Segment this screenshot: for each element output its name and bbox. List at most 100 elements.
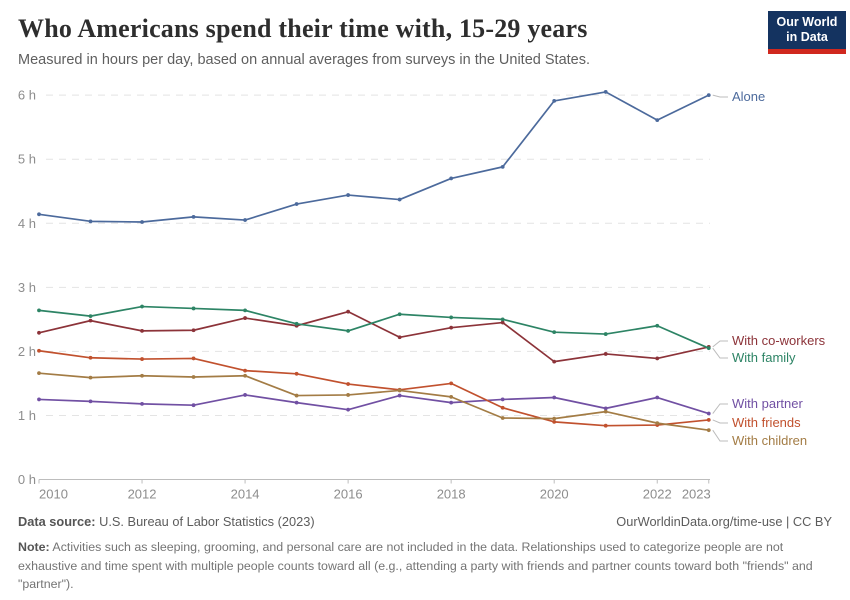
y-tick-label: 5 h — [18, 152, 36, 167]
data-point-alone — [449, 176, 454, 181]
x-tick-label: 2023 — [682, 487, 711, 502]
label-connector — [712, 403, 728, 414]
data-point-alone — [88, 219, 93, 224]
data-point-with-co-workers — [243, 316, 247, 320]
x-tick-label: 2020 — [540, 487, 569, 502]
series-line-with-co-workers — [38, 310, 709, 363]
x-tick-label: 2018 — [437, 487, 466, 502]
data-point-alone — [37, 212, 41, 217]
data-point-alone — [397, 197, 402, 202]
chart-footer: Data source: U.S. Bureau of Labor Statis… — [18, 514, 832, 594]
label-connector — [712, 340, 728, 348]
data-point-with-family — [500, 317, 505, 322]
data-point-with-co-workers — [191, 328, 196, 333]
data-point-with-family — [140, 304, 144, 309]
data-point-with-children — [88, 375, 93, 380]
data-point-with-partner — [37, 397, 41, 402]
x-tick-label: 2022 — [643, 487, 672, 502]
data-point-with-children — [294, 393, 299, 398]
data-point-with-partner — [449, 400, 454, 405]
series-line-with-partner — [38, 394, 710, 415]
series-line-with-children — [38, 372, 709, 432]
data-source: Data source: U.S. Bureau of Labor Statis… — [18, 514, 315, 529]
data-point-alone — [243, 218, 247, 222]
data-point-with-family — [655, 323, 660, 328]
data-point-with-co-workers — [603, 352, 608, 356]
series-line-alone — [38, 91, 710, 223]
data-point-with-family — [346, 328, 351, 333]
data-point-with-friends — [37, 348, 41, 353]
data-point-with-family — [191, 306, 196, 311]
data-point-with-co-workers — [140, 328, 144, 333]
data-point-with-partner — [397, 393, 402, 398]
x-tick-label: 2014 — [231, 487, 260, 502]
data-point-with-family — [37, 308, 41, 313]
data-point-with-friends — [449, 381, 454, 386]
data-point-with-family — [397, 312, 402, 317]
data-point-with-family — [243, 308, 247, 313]
data-point-with-partner — [655, 395, 660, 400]
y-tick-label: 1 h — [18, 408, 36, 423]
data-point-alone — [191, 214, 196, 219]
data-point-with-friends — [552, 419, 557, 424]
data-point-with-friends — [243, 368, 247, 373]
data-point-with-family — [706, 346, 711, 351]
label-connector — [712, 419, 728, 424]
data-point-with-co-workers — [346, 309, 351, 314]
y-tick-label: 4 h — [18, 216, 36, 231]
data-point-with-partner — [140, 402, 144, 406]
series-label-with-co-workers[interactable]: With co-workers — [732, 333, 826, 348]
data-point-with-co-workers — [500, 320, 505, 325]
series-line-with-family — [38, 305, 710, 349]
chart-note: Note: Activities such as sleeping, groom… — [18, 540, 813, 592]
data-point-with-partner — [552, 395, 557, 400]
data-point-with-co-workers — [655, 356, 660, 361]
data-point-with-partner — [294, 400, 299, 405]
series-label-with-partner[interactable]: With partner — [732, 396, 803, 411]
data-point-with-partner — [603, 406, 608, 411]
label-connector — [712, 429, 728, 442]
data-point-with-children — [655, 421, 660, 426]
data-point-with-children — [706, 428, 711, 433]
data-point-alone — [140, 220, 144, 224]
data-point-with-co-workers — [552, 359, 557, 364]
line-chart-canvas: 0 h 1 h 2 h 3 h 4 h 5 h 6 h 2010 2012 2014 2016 201… — [18, 88, 728, 502]
series-label-with-friends[interactable]: With friends — [732, 415, 801, 430]
data-point-with-co-workers — [88, 318, 93, 323]
data-point-with-partner — [191, 403, 196, 408]
x-tick-label: 2016 — [334, 487, 363, 502]
series-label-with-family[interactable]: With family — [732, 350, 796, 365]
data-point-with-partner — [346, 407, 351, 412]
data-point-with-family — [552, 330, 557, 335]
data-point-with-family — [603, 332, 608, 336]
data-point-with-children — [191, 375, 196, 379]
series-label-with-children[interactable]: With children — [732, 433, 808, 448]
data-point-with-co-workers — [449, 325, 454, 330]
x-tick-label: 2010 — [39, 487, 68, 502]
chart-subtitle: Measured in hours per day, based on annu… — [18, 52, 590, 68]
data-point-with-family — [88, 314, 93, 319]
owid-logo-text: Our World in Data — [776, 15, 838, 44]
data-point-with-friends — [140, 357, 144, 361]
label-connector — [712, 94, 728, 98]
data-point-with-friends — [346, 382, 351, 386]
data-point-with-children — [346, 393, 351, 397]
series-label-alone[interactable]: Alone — [732, 89, 766, 104]
y-tick-label: 2 h — [18, 344, 36, 359]
data-point-alone — [603, 90, 608, 94]
series-line-with-friends — [38, 349, 709, 427]
data-point-with-friends — [294, 371, 299, 376]
data-point-alone — [655, 118, 660, 123]
data-point-with-children — [140, 373, 144, 378]
owid-license-link[interactable]: OurWorldinData.org/time-use | CC BY — [616, 514, 832, 529]
data-point-with-friends — [191, 356, 196, 361]
data-point-with-family — [449, 315, 454, 320]
data-point-with-children — [500, 416, 505, 420]
owid-logo[interactable]: Our World in Data — [768, 11, 846, 54]
y-tick-label: 6 h — [18, 88, 36, 103]
data-point-with-partner — [500, 397, 505, 402]
data-point-with-partner — [88, 399, 93, 404]
data-point-with-friends — [500, 405, 505, 410]
data-point-with-co-workers — [397, 335, 402, 340]
